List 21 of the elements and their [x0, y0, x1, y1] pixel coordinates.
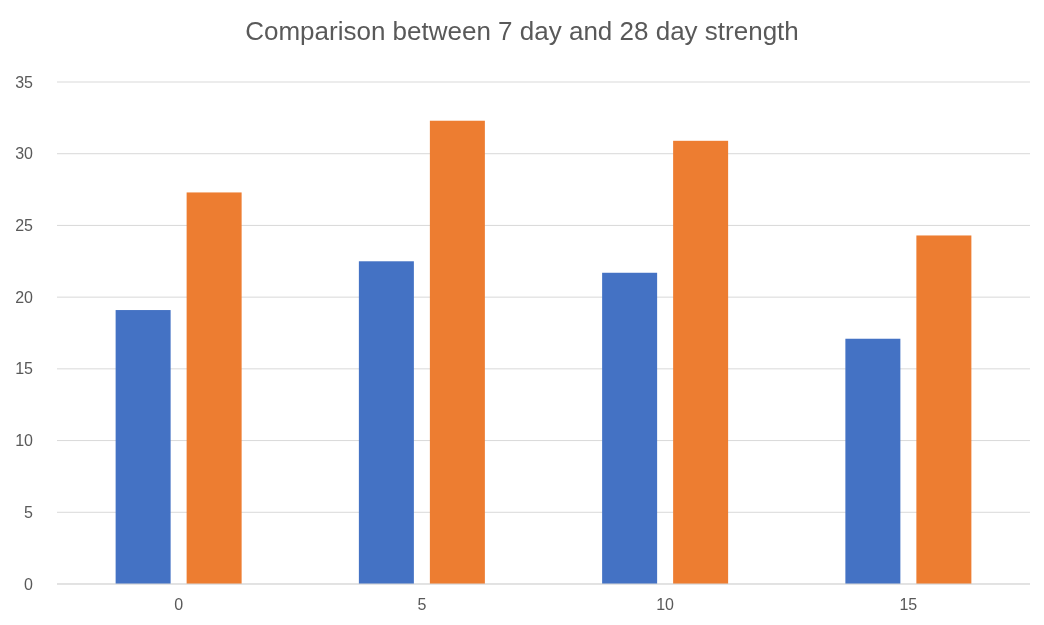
bar	[673, 140, 729, 584]
bar	[115, 310, 171, 584]
y-tick-label: 20	[15, 288, 34, 306]
bar	[186, 192, 242, 584]
y-tick-label: 10	[15, 432, 34, 450]
bar	[602, 272, 658, 584]
bar	[429, 120, 485, 584]
y-tick-label: 35	[15, 73, 34, 91]
x-tick-label: 15	[899, 596, 918, 613]
y-tick-label: 5	[24, 503, 34, 521]
bar	[845, 338, 901, 584]
y-tick-label: 0	[24, 575, 34, 593]
bar	[358, 261, 414, 584]
x-tick-label: 10	[656, 596, 675, 613]
x-tick-label: 5	[417, 596, 427, 613]
chart-title: Comparison between 7 day and 28 day strength	[245, 16, 799, 46]
bar	[916, 235, 972, 584]
x-tick-label: 0	[174, 596, 184, 613]
y-tick-label: 15	[15, 360, 34, 378]
y-tick-label: 30	[15, 145, 34, 163]
y-tick-label: 25	[15, 217, 34, 235]
